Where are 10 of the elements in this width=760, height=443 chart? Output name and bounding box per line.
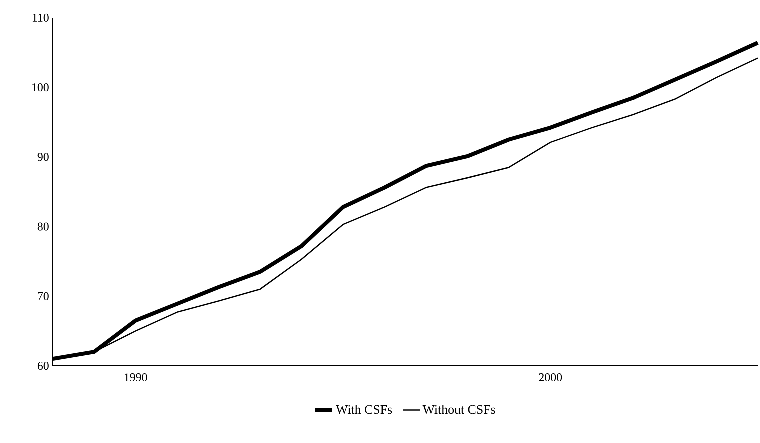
y-tick-label: 70 [38,292,49,301]
x-tick-label: 1990 [124,374,148,382]
x-tick-label: 2000 [539,374,562,382]
y-tick-label: 60 [38,362,49,370]
y-tick-label: 100 [32,84,49,92]
y-tick-label: 80 [38,222,49,231]
legend-label: With CSFs [336,405,392,414]
y-tick-label: 110 [32,14,49,22]
y-tick-label: 90 [38,153,49,162]
legend-label: Without CSFs [422,405,496,414]
